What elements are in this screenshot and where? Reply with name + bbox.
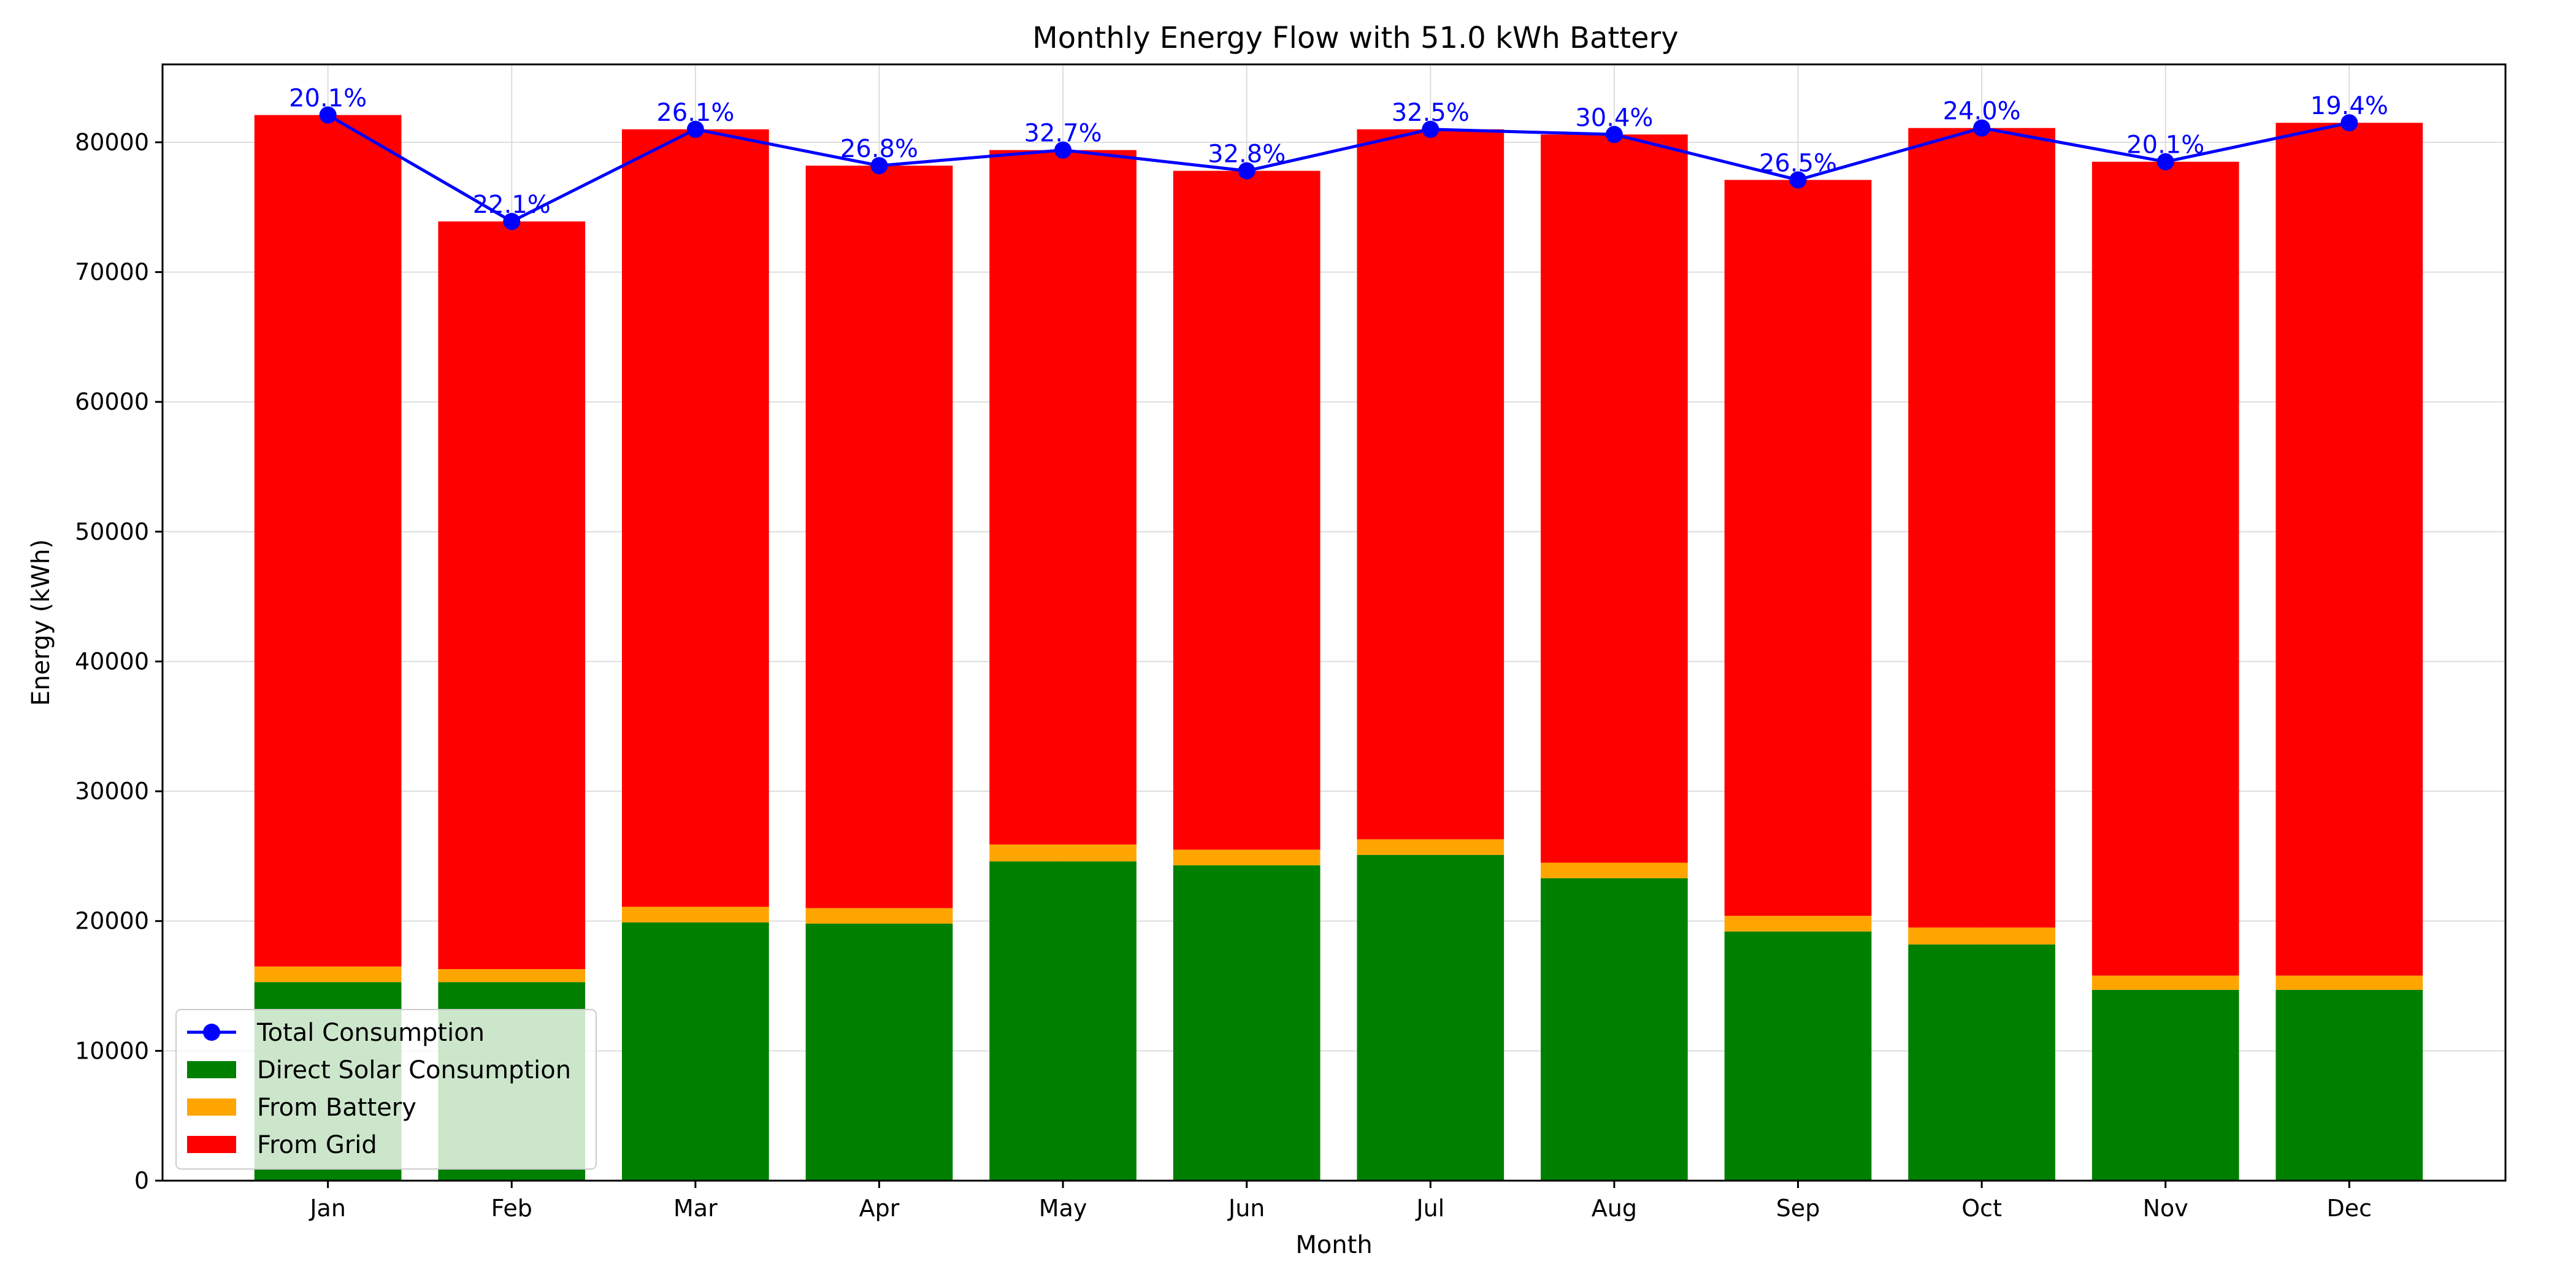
total-consumption-point [2156, 153, 2174, 171]
legend-swatch-from-battery [187, 1098, 236, 1116]
total-consumption-point [1422, 120, 1439, 138]
total-consumption-point [1789, 171, 1807, 189]
point-label: 32.7% [1024, 120, 1102, 148]
x-tick-label: Dec [2327, 1195, 2372, 1222]
total-consumption-point [503, 213, 521, 231]
bar-from-battery [1908, 927, 2055, 945]
legend-label-from-grid: From Grid [257, 1131, 377, 1159]
legend-swatch-from-grid [187, 1136, 236, 1153]
y-tick-label: 0 [134, 1167, 149, 1194]
y-tick-label: 60000 [75, 388, 149, 415]
point-label: 26.1% [656, 99, 734, 127]
total-consumption-point [1054, 141, 1072, 159]
y-tick-label: 80000 [75, 129, 149, 156]
total-consumption-point [1605, 126, 1623, 144]
bar-direct-solar-consumption [2275, 989, 2423, 1181]
point-labels: 20.1% 22.1% 26.1% 26.8% 32.7% 32.8% 32.5% 30.4%… [289, 85, 2388, 220]
bar-from-grid [805, 166, 953, 908]
bar-from-grid [1724, 180, 1872, 916]
total-consumption-point [1238, 162, 1255, 180]
legend-label-total-consumption: Total Consumption [256, 1019, 485, 1047]
bar-direct-solar-consumption [1908, 944, 2055, 1181]
bar-from-battery [2275, 975, 2423, 990]
y-axis-label: Energy (kWh) [27, 539, 55, 706]
bar-from-grid [254, 115, 402, 967]
x-tick-label: May [1039, 1195, 1087, 1222]
x-tick-label: Feb [491, 1195, 532, 1222]
point-label: 26.8% [840, 135, 918, 163]
y-tick-label: 10000 [75, 1037, 149, 1064]
bar-direct-solar-consumption [1724, 931, 1872, 1181]
bar-from-grid [2275, 123, 2423, 976]
x-tick-label: Jan [309, 1195, 346, 1222]
x-tick-label: Apr [859, 1195, 900, 1222]
bar-direct-solar-consumption [622, 922, 769, 1181]
bar-from-battery [989, 844, 1137, 862]
y-tick-label: 70000 [75, 259, 149, 286]
bar-from-grid [1357, 129, 1505, 840]
y-tick-label: 40000 [75, 648, 149, 675]
bar-direct-solar-consumption [1357, 854, 1505, 1181]
bar-direct-solar-consumption [1541, 878, 1688, 1181]
point-label: 22.1% [473, 191, 551, 219]
y-tick-label: 50000 [75, 518, 149, 545]
legend-label-direct-solar-consumption: Direct Solar Consumption [257, 1056, 571, 1084]
point-label: 20.1% [2126, 131, 2204, 159]
bar-from-battery [1173, 849, 1321, 865]
y-tick-label: 20000 [75, 908, 149, 935]
total-consumption-point [319, 106, 337, 124]
x-tick-label: Nov [2143, 1195, 2188, 1222]
point-label: 30.4% [1575, 104, 1653, 132]
point-label: 32.8% [1208, 140, 1286, 169]
line-series [319, 106, 2358, 231]
plot-area-frame [161, 63, 2507, 1182]
x-tick-label: Jul [1415, 1195, 1444, 1222]
point-label: 26.5% [1759, 149, 1837, 177]
bar-direct-solar-consumption [2091, 989, 2239, 1181]
total-consumption-point [870, 157, 888, 175]
bar-from-battery [805, 908, 953, 924]
bar-from-battery [1357, 839, 1505, 855]
bar-from-battery [254, 966, 402, 983]
legend-marker-total-consumption [203, 1024, 220, 1041]
bar-series [254, 115, 2423, 1181]
bar-from-grid [1173, 171, 1321, 850]
bar-from-battery [1724, 916, 1872, 932]
bar-from-grid [438, 221, 586, 970]
point-label: 32.5% [1392, 99, 1470, 127]
point-label: 20.1% [289, 85, 367, 113]
x-tick-label: Mar [673, 1195, 718, 1222]
total-consumption-line [327, 113, 2350, 223]
bar-from-grid [1908, 128, 2055, 928]
x-tick-label: Aug [1592, 1195, 1637, 1222]
legend-box [175, 1009, 597, 1170]
x-tick-label: Sep [1776, 1195, 1820, 1222]
x-axis-label: Month [1295, 1231, 1372, 1259]
legend-swatch-direct-solar-consumption [187, 1061, 236, 1078]
bar-direct-solar-consumption [989, 861, 1137, 1181]
bar-from-battery [438, 969, 586, 983]
point-label: 24.0% [1943, 98, 2021, 126]
x-tick-label: Oct [1961, 1195, 2002, 1222]
bar-direct-solar-consumption [805, 923, 953, 1181]
total-consumption-point [2340, 114, 2358, 132]
bar-from-grid [1541, 134, 1688, 863]
point-label: 19.4% [2310, 92, 2388, 120]
bar-direct-solar-consumption [1173, 865, 1321, 1181]
bar-from-grid [2091, 161, 2239, 976]
bar-from-battery [2091, 975, 2239, 990]
total-consumption-point [686, 120, 704, 138]
legend-label-from-battery: From Battery [257, 1094, 416, 1122]
bar-from-grid [622, 129, 769, 907]
y-tick-label: 30000 [75, 778, 149, 805]
x-tick-label: Jun [1227, 1195, 1265, 1222]
chart-title: Monthly Energy Flow with 51.0 kWh Batter… [1032, 21, 1678, 55]
bar-from-grid [989, 150, 1137, 845]
total-consumption-point [1973, 119, 1991, 137]
bar-from-battery [622, 907, 769, 922]
axes: 0 10000 20000 30000 40000 50000 60000 70000 8000… [75, 129, 2372, 1222]
legend: Total Consumption Direct Solar Consumptio… [175, 1009, 597, 1170]
bar-from-battery [1541, 862, 1688, 878]
